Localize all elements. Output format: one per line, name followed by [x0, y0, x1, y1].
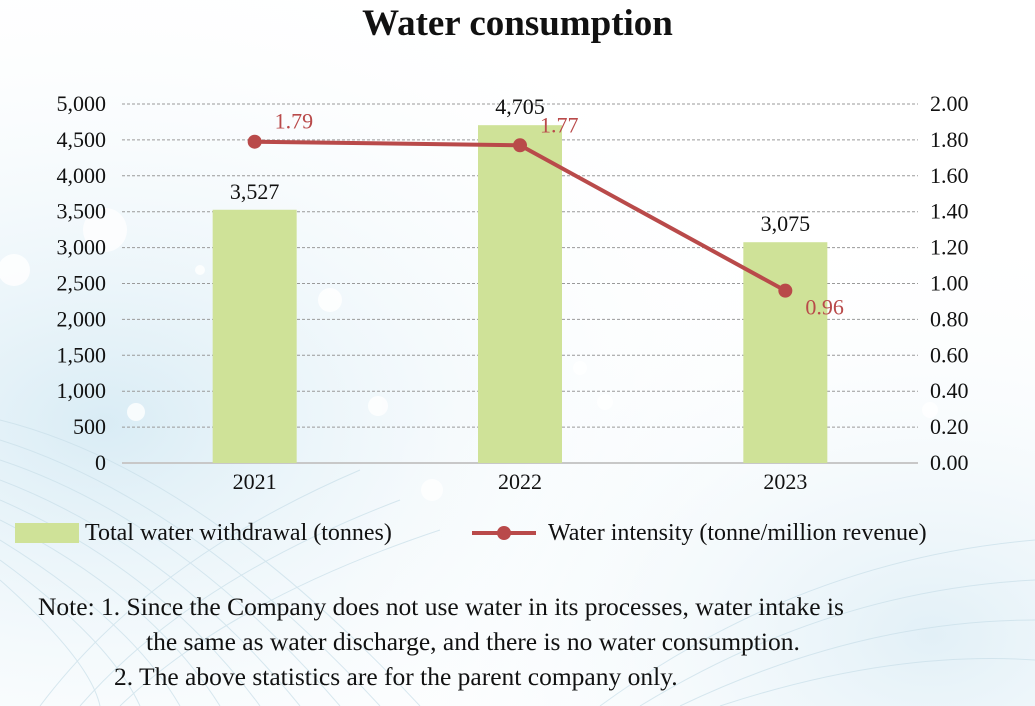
- legend-item-intensity: Water intensity (tonne/million revenue): [472, 518, 927, 548]
- y-right-tick-label: 0.60: [930, 342, 969, 367]
- line-point: [778, 283, 793, 298]
- y-left-tick-label: 0: [95, 450, 106, 475]
- y-left-tick-label: 500: [73, 414, 106, 439]
- y-left-tick-label: 3,500: [57, 199, 107, 224]
- chart-title: Water consumption: [362, 3, 673, 44]
- y-right-tick-label: 0.20: [930, 414, 969, 439]
- note-line-1: Note: 1. Since the Company does not use …: [38, 592, 844, 621]
- legend-label-intensity: Water intensity (tonne/million revenue): [548, 519, 927, 546]
- y-left-tick-label: 2,000: [57, 306, 107, 331]
- x-tick-label: 2021: [233, 469, 277, 494]
- bar: [743, 242, 828, 463]
- legend-label-withdrawal: Total water withdrawal (tonnes): [85, 519, 392, 546]
- bar: [212, 209, 297, 463]
- y-left-tick-label: 3,000: [57, 235, 107, 260]
- legend-line-swatch: [472, 523, 536, 543]
- y-right-tick-label: 0.80: [930, 306, 969, 331]
- y-right-tick-label: 1.00: [930, 271, 969, 296]
- line-point: [513, 138, 527, 153]
- bar-value-label: 3,075: [761, 211, 811, 236]
- x-tick-label: 2023: [763, 469, 807, 494]
- x-tick-label: 2022: [498, 469, 542, 494]
- line-value-label: 0.96: [805, 295, 844, 320]
- line-value-label: 1.79: [275, 109, 314, 134]
- y-left-tick-label: 4,500: [57, 127, 107, 152]
- line-point: [247, 134, 262, 149]
- legend-item-withdrawal: Total water withdrawal (tonnes): [15, 518, 392, 548]
- line-value-label: 1.77: [540, 112, 579, 137]
- y-right-tick-label: 1.80: [930, 127, 969, 152]
- y-right-tick-label: 1.20: [930, 235, 969, 260]
- bar-value-label: 4,705: [495, 94, 545, 119]
- y-left-tick-label: 2,500: [57, 271, 107, 296]
- y-right-tick-label: 0.00: [930, 450, 969, 475]
- note-block: Note: 1. Since the Company does not use …: [38, 589, 844, 694]
- y-left-tick-label: 5,000: [57, 91, 107, 116]
- y-right-tick-label: 1.60: [930, 163, 969, 188]
- y-right-tick-label: 0.40: [930, 378, 969, 403]
- y-left-tick-label: 1,500: [57, 342, 107, 367]
- y-right-tick-label: 2.00: [930, 91, 969, 116]
- note-line-2: 2. The above statistics are for the pare…: [114, 662, 678, 691]
- y-left-tick-label: 4,000: [57, 163, 107, 188]
- bar: [478, 125, 562, 463]
- legend-bar-swatch: [15, 523, 79, 543]
- bar-value-label: 3,527: [230, 179, 280, 204]
- y-left-tick-label: 1,000: [57, 378, 107, 403]
- note-line-1-continued: the same as water discharge, and there i…: [146, 627, 800, 656]
- y-right-tick-label: 1.40: [930, 199, 969, 224]
